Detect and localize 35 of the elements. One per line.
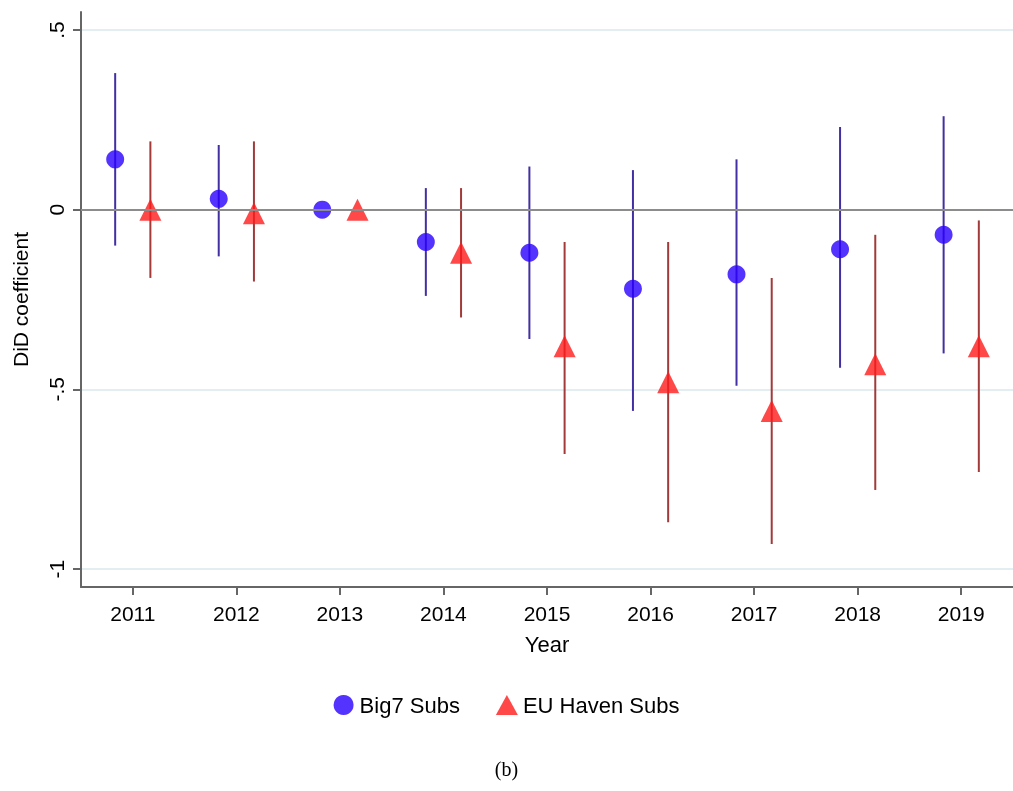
point	[727, 265, 746, 284]
x-tick-label: 2013	[316, 602, 364, 625]
y-tick-label: .5	[45, 21, 68, 39]
point	[553, 335, 576, 358]
point	[520, 243, 539, 262]
x-tick-label: 2018	[834, 602, 882, 625]
point	[242, 202, 265, 225]
y-tick-label: 0	[45, 203, 68, 216]
x-tick-label: 2012	[212, 602, 260, 625]
point	[416, 233, 435, 251]
point	[864, 353, 887, 376]
point	[760, 399, 783, 422]
legend-label: EU Haven Subs	[522, 692, 680, 718]
x-tick-label: 2015	[523, 602, 571, 625]
point	[209, 189, 228, 208]
text: (b)	[494, 758, 519, 781]
point	[450, 241, 473, 264]
x-tick-label: 2011	[110, 602, 156, 625]
point	[657, 371, 680, 394]
x-tick-label: 2017	[730, 602, 778, 625]
x-tick-label: 2019	[937, 602, 985, 625]
point	[967, 335, 990, 358]
x-axis-title: Year	[524, 631, 570, 657]
y-tick-label: -1	[45, 559, 68, 579]
point	[346, 198, 369, 221]
point	[831, 240, 850, 259]
x-tick-label: 2016	[627, 602, 674, 625]
point	[139, 198, 162, 221]
point	[623, 279, 642, 298]
x-tick-label: 2014	[420, 602, 468, 625]
y-tick-label: -.5	[45, 377, 68, 402]
point	[934, 225, 953, 244]
point	[106, 150, 125, 169]
legend-label: Big7 Subs	[359, 692, 460, 718]
y-axis-title: DiD coefficient	[9, 231, 32, 368]
